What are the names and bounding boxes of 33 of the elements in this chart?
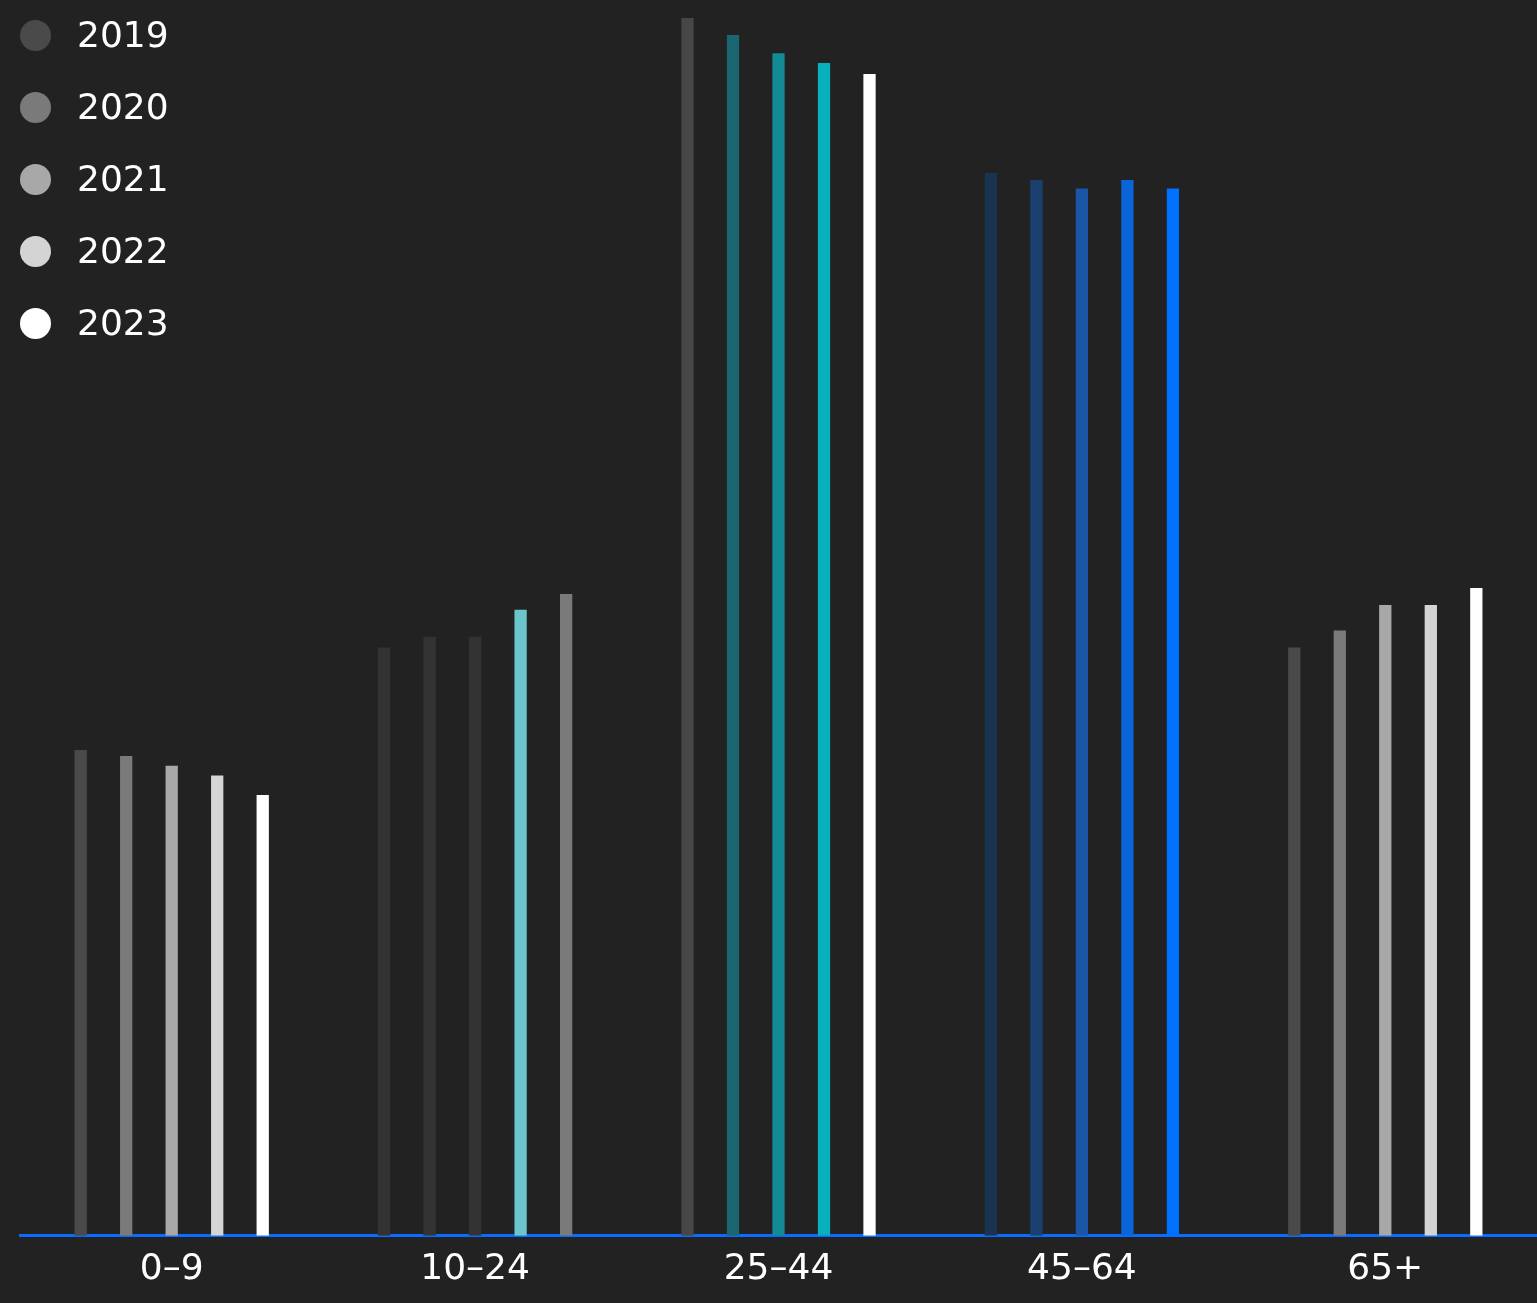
bar <box>468 636 482 1236</box>
bar <box>1121 179 1134 1236</box>
x-tick-label: 65+ <box>1347 1245 1424 1287</box>
bar <box>1470 587 1483 1236</box>
x-tick-label: 0–9 <box>139 1245 204 1287</box>
bar <box>1333 630 1346 1236</box>
bar <box>817 63 831 1236</box>
x-tick-label: 25–44 <box>723 1245 834 1287</box>
bar <box>726 35 740 1236</box>
bar <box>377 647 391 1236</box>
x-tick-label: 45–64 <box>1027 1245 1137 1287</box>
legend-label: 2023 <box>77 302 169 344</box>
bar <box>211 775 224 1236</box>
legend-label: 2019 <box>77 14 169 56</box>
bar <box>423 636 436 1236</box>
bar <box>1075 188 1089 1236</box>
bar <box>1379 604 1392 1236</box>
bar <box>1424 604 1437 1236</box>
bar <box>74 749 87 1236</box>
bar <box>165 765 178 1236</box>
bar <box>681 18 694 1236</box>
bar <box>1030 179 1043 1236</box>
bar <box>984 172 998 1236</box>
bar <box>120 755 133 1236</box>
x-tick-label: 10–24 <box>420 1245 530 1287</box>
legend-label: 2022 <box>77 230 169 272</box>
bar <box>1288 647 1301 1236</box>
bar <box>772 53 785 1236</box>
bar <box>863 74 876 1236</box>
bar <box>514 609 527 1236</box>
bar <box>256 794 269 1236</box>
legend-label: 2021 <box>77 158 169 200</box>
legend-label: 2020 <box>77 86 169 128</box>
